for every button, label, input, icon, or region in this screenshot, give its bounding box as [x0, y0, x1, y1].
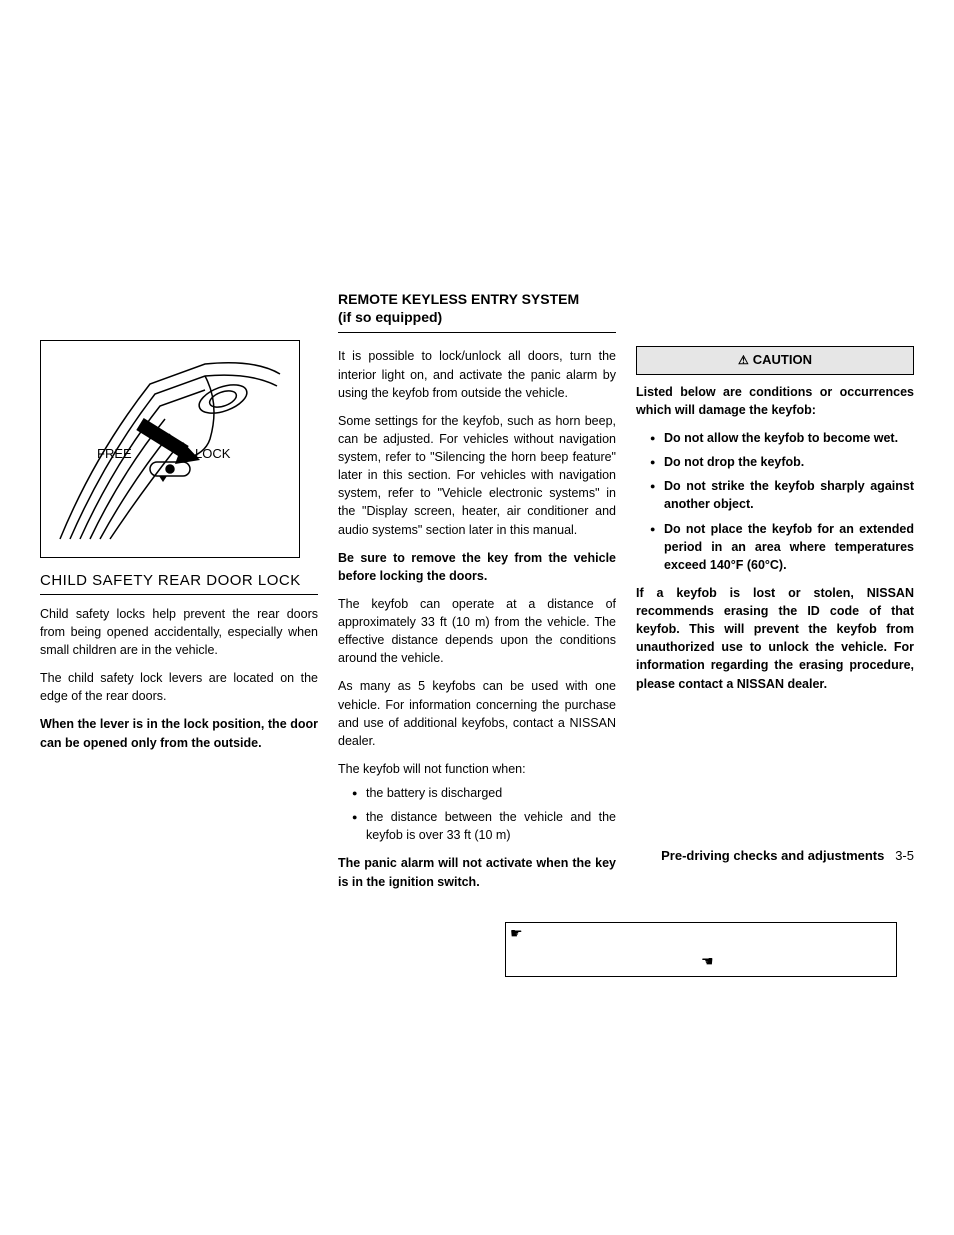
- keyless-p7: The panic alarm will not activate when t…: [338, 854, 616, 890]
- caution-bullet-2: Do not drop the keyfob.: [650, 453, 914, 471]
- column-right: ⚠ CAUTION Listed below are conditions or …: [636, 290, 914, 901]
- keyless-p3: Be sure to remove the key from the vehic…: [338, 549, 616, 585]
- caution-box: ⚠ CAUTION: [636, 346, 914, 375]
- caution-intro: Listed below are conditions or occurrenc…: [636, 383, 914, 419]
- diagram-lock-label: LOCK: [195, 446, 231, 461]
- revision-box: ☛ ☚: [505, 922, 897, 977]
- child-safety-title: CHILD SAFETY REAR DOOR LOCK: [40, 570, 318, 595]
- child-safety-p3: When the lever is in the lock position, …: [40, 715, 318, 751]
- keyless-p5: As many as 5 keyfobs can be used with on…: [338, 677, 616, 750]
- hand-icon: ☚: [701, 953, 714, 970]
- caution-outro: If a keyfob is lost or stolen, NISSAN re…: [636, 584, 914, 693]
- keyless-bullet-1: the battery is discharged: [352, 784, 616, 802]
- diagram-free-label: FREE: [97, 446, 132, 461]
- remote-keyless-heading: REMOTE KEYLESS ENTRY SYSTEM (if so equip…: [338, 290, 616, 333]
- page-content: FREE LOCK CHILD SAFETY REAR DOOR LOCK Ch…: [40, 290, 914, 901]
- page-footer: Pre-driving checks and adjustments 3-5: [661, 848, 914, 863]
- child-lock-diagram: FREE LOCK: [40, 340, 300, 558]
- column-left: FREE LOCK CHILD SAFETY REAR DOOR LOCK Ch…: [40, 290, 318, 901]
- keyless-bullet-2: the distance between the vehicle and the…: [352, 808, 616, 844]
- child-safety-p1: Child safety locks help prevent the rear…: [40, 605, 318, 659]
- keyless-p2: Some settings for the keyfob, such as ho…: [338, 412, 616, 539]
- warning-icon: ⚠: [738, 353, 749, 367]
- note-icon: ☛: [510, 925, 523, 942]
- keyless-p6: The keyfob will not function when:: [338, 760, 616, 778]
- keyless-bullets: the battery is discharged the distance b…: [338, 784, 616, 844]
- caution-bullets: Do not allow the keyfob to become wet. D…: [636, 429, 914, 574]
- caution-bullet-1: Do not allow the keyfob to become wet.: [650, 429, 914, 447]
- footer-page: 3-5: [895, 848, 914, 863]
- caution-label: CAUTION: [753, 352, 812, 367]
- child-safety-p2: The child safety lock levers are located…: [40, 669, 318, 705]
- column-middle: REMOTE KEYLESS ENTRY SYSTEM (if so equip…: [338, 290, 616, 901]
- heading-line1: REMOTE KEYLESS ENTRY SYSTEM: [338, 291, 579, 307]
- keyless-p1: It is possible to lock/unlock all doors,…: [338, 347, 616, 401]
- heading-line2: (if so equipped): [338, 309, 442, 325]
- keyless-p4: The keyfob can operate at a distance of …: [338, 595, 616, 668]
- door-lock-illustration: FREE LOCK: [55, 354, 285, 544]
- caution-bullet-4: Do not place the keyfob for an extended …: [650, 520, 914, 574]
- footer-section: Pre-driving checks and adjustments: [661, 848, 884, 863]
- caution-bullet-3: Do not strike the keyfob sharply against…: [650, 477, 914, 513]
